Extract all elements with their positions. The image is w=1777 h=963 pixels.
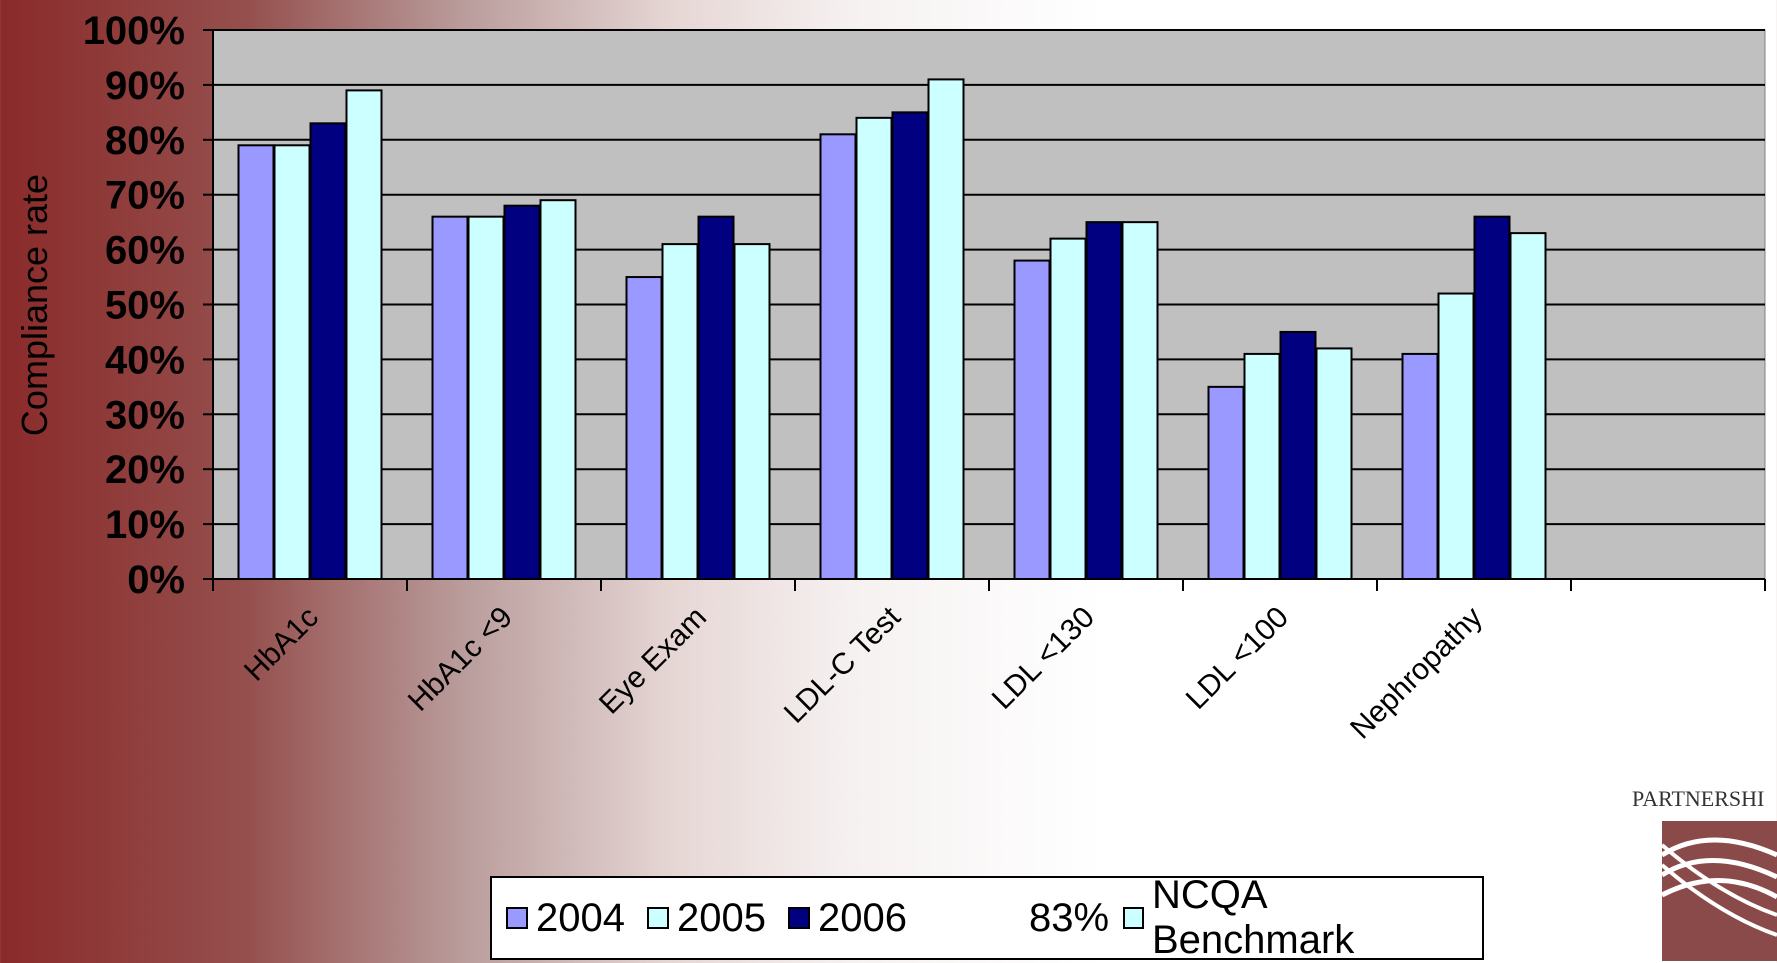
bar-2004 xyxy=(1207,385,1245,580)
x-tick-label: Nephropathy xyxy=(1344,601,1489,746)
bar-2004 xyxy=(1401,352,1439,580)
bar-2005 xyxy=(1437,292,1475,580)
y-tick-label: 10% xyxy=(105,503,185,547)
bar-2006 xyxy=(309,122,347,581)
y-tick-label: 80% xyxy=(105,119,185,163)
bar-2005 xyxy=(1049,237,1087,580)
bar-ncqa-benchmark xyxy=(539,199,577,580)
legend-extra-text: 83% xyxy=(1028,895,1110,940)
legend-item-2005: 2005 xyxy=(646,895,766,941)
bar-ncqa-benchmark xyxy=(733,243,771,581)
bar-2006 xyxy=(1473,215,1511,580)
bar-ncqa-benchmark xyxy=(927,78,965,580)
x-tick-label: Eye Exam xyxy=(593,601,713,721)
legend-swatch-2004 xyxy=(506,907,528,929)
bar-ncqa-benchmark xyxy=(1121,221,1159,580)
legend-swatch-2006 xyxy=(787,907,810,929)
legend-item-2004: 2004 xyxy=(506,896,625,941)
axes-group: 0% 10% 20% 30% 40% 50% 60% 70% 80% 90% 100% HbA1c Hb… xyxy=(83,9,1766,746)
bar-2006 xyxy=(503,204,541,580)
y-tick-label: 70% xyxy=(105,174,185,218)
y-tick-label: 0% xyxy=(127,558,185,602)
bar-2004 xyxy=(625,276,663,580)
partnership-logo xyxy=(1660,821,1777,961)
x-tick-label: HbA1c <9 xyxy=(402,601,519,718)
bar-2005 xyxy=(855,116,893,580)
y-tick-label: 50% xyxy=(105,284,185,328)
legend: 2004 2005 2006 83% NCQA Benchmark xyxy=(490,873,1484,963)
y-tick-label: 90% xyxy=(105,64,185,108)
y-tick-label: 40% xyxy=(105,338,185,382)
bar-2005 xyxy=(467,215,505,580)
logo-text: PARTNERSHI xyxy=(1632,786,1765,811)
legend-label-2006: 2006 xyxy=(817,895,907,940)
bar-2004 xyxy=(819,133,857,580)
bar-2004 xyxy=(1013,259,1051,580)
legend-swatch-2005 xyxy=(646,907,669,929)
legend-item-2006: 2006 xyxy=(787,895,907,941)
bar-2005 xyxy=(273,144,311,580)
bar-2004 xyxy=(237,144,275,580)
y-tick-label: 60% xyxy=(105,229,185,273)
x-tick-label: HbA1c xyxy=(238,601,325,688)
legend-label-benchmark: NCQA Benchmark xyxy=(1151,873,1355,962)
y-axis-label: Compliance rate xyxy=(14,174,55,436)
bar-2004 xyxy=(431,215,469,580)
bar-2005 xyxy=(1243,352,1281,580)
bar-ncqa-benchmark xyxy=(1315,347,1353,581)
bar-2006 xyxy=(1279,330,1317,581)
bar-2006 xyxy=(697,215,735,580)
x-tick-label: LDL <100 xyxy=(1180,601,1295,716)
bar-2006 xyxy=(891,111,929,580)
bar-chart: 0% 10% 20% 30% 40% 50% 60% 70% 80% 90% 100% HbA1c Hb… xyxy=(14,9,1766,746)
y-tick-label: 20% xyxy=(105,448,185,492)
bar-2005 xyxy=(661,243,699,581)
y-tick-label: 100% xyxy=(83,9,185,53)
bar-ncqa-benchmark xyxy=(345,89,383,580)
y-tick-label: 30% xyxy=(105,393,185,437)
bar-ncqa-benchmark xyxy=(1509,232,1547,580)
legend-item-benchmark: NCQA Benchmark xyxy=(1123,873,1460,963)
x-tick-label: LDL <130 xyxy=(986,601,1101,716)
bar-2006 xyxy=(1085,221,1123,580)
legend-swatch-benchmark xyxy=(1123,907,1144,929)
legend-label-2004: 2004 xyxy=(536,895,625,940)
legend-label-2005: 2005 xyxy=(676,895,766,940)
x-tick-label: LDL-C Test xyxy=(778,600,908,730)
